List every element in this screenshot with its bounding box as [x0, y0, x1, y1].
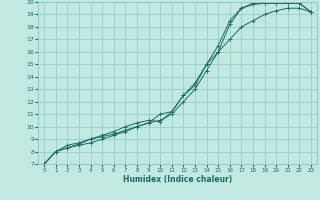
X-axis label: Humidex (Indice chaleur): Humidex (Indice chaleur): [123, 175, 232, 184]
